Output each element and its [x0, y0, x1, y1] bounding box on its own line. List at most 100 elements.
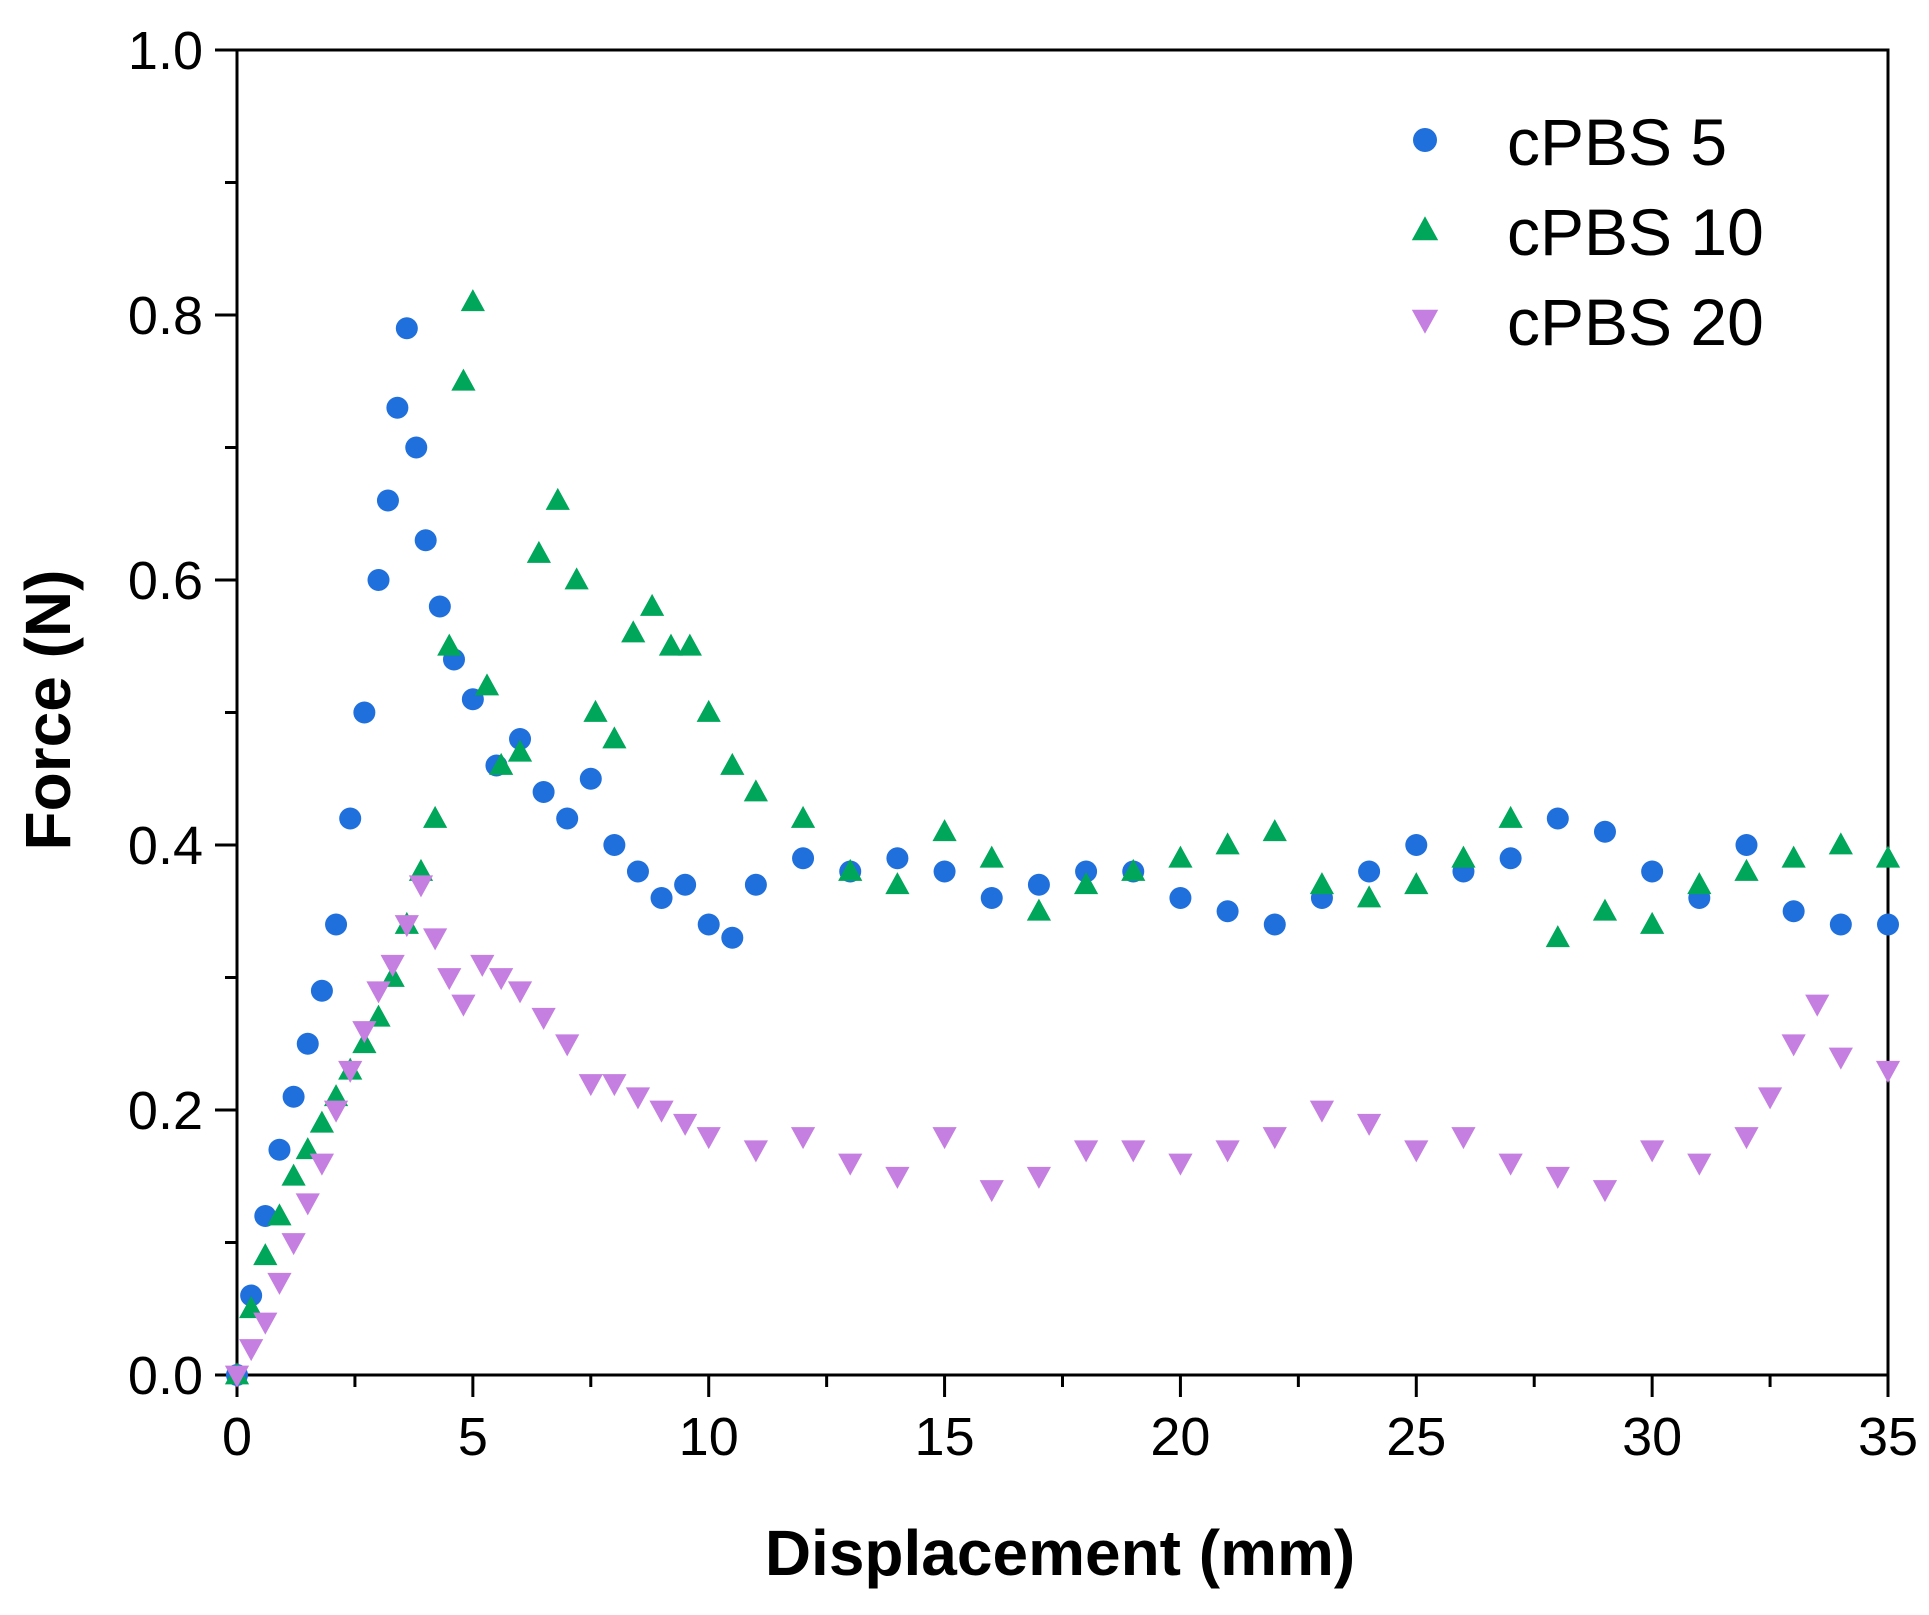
y-tick-label: 0.4: [128, 816, 203, 876]
data-point: [489, 968, 514, 991]
data-point: [1545, 1166, 1570, 1189]
data-point: [640, 593, 665, 616]
legend: cPBS 5 cPBS 10 cPBS 20: [1411, 105, 1764, 359]
legend-label: cPBS 10: [1507, 195, 1764, 269]
data-point: [932, 1127, 957, 1150]
data-point: [1828, 832, 1853, 855]
legend-label: cPBS 5: [1507, 105, 1727, 179]
data-point: [310, 979, 333, 1002]
data-point: [1027, 873, 1050, 896]
data-point: [1687, 872, 1712, 895]
data-point: [697, 913, 720, 936]
data-point: [792, 847, 815, 870]
data-point: [1168, 845, 1193, 868]
data-point: [423, 805, 448, 828]
legend-item: cPBS 10: [1411, 195, 1764, 269]
data-point: [224, 1365, 250, 1388]
data-point: [1592, 898, 1618, 921]
data-point: [1877, 913, 1899, 936]
data-point: [744, 873, 767, 896]
x-tick-label: 5: [458, 1407, 488, 1467]
data-point: [1734, 858, 1759, 881]
y-tick-label: 0.8: [128, 286, 203, 346]
data-point: [239, 1339, 264, 1362]
series-cpbs-20: [224, 875, 1901, 1388]
data-point: [507, 981, 533, 1004]
data-point: [579, 767, 602, 790]
data-point: [979, 1180, 1004, 1203]
data-point: [281, 1233, 306, 1256]
data-point: [408, 858, 434, 881]
data-point: [625, 1087, 651, 1110]
data-point: [696, 699, 721, 722]
data-point: [1121, 858, 1146, 881]
data-point: [1404, 1140, 1429, 1163]
y-tick-label: 1.0: [128, 21, 203, 81]
data-point: [658, 633, 684, 656]
data-point: [790, 1127, 816, 1150]
data-point: [602, 726, 627, 749]
data-point: [650, 887, 673, 909]
data-point: [743, 1140, 768, 1163]
data-point: [1546, 807, 1569, 830]
data-point: [673, 1113, 698, 1136]
data-point: [1757, 1087, 1783, 1110]
data-point: [282, 1085, 305, 1108]
data-point: [578, 1074, 603, 1097]
data-point: [721, 926, 744, 949]
data-point: [1262, 819, 1287, 842]
data-point: [885, 872, 910, 895]
data-point: [1073, 1140, 1099, 1163]
data-point: [1168, 1153, 1193, 1176]
data-point: [395, 317, 418, 340]
data-point: [1498, 1153, 1523, 1176]
x-axis-title: Displacement (mm): [765, 1517, 1355, 1589]
data-point: [253, 1312, 278, 1335]
data-point: [253, 1243, 278, 1266]
y-tick-label: 0.6: [128, 551, 203, 611]
data-point: [323, 1100, 349, 1123]
data-point: [414, 529, 437, 552]
x-axis: 0 5 10 15 20 25 30 35: [222, 1375, 1918, 1467]
data-point: [1545, 925, 1570, 948]
data-point: [1026, 898, 1052, 921]
data-point: [1262, 1127, 1287, 1150]
data-point: [1805, 994, 1830, 1017]
data-point: [309, 1110, 335, 1133]
x-tick-label: 25: [1386, 1407, 1446, 1467]
data-point: [1829, 913, 1852, 936]
data-point: [1875, 1060, 1901, 1083]
data-point: [1405, 834, 1428, 856]
data-point: [352, 1021, 377, 1044]
y-axis-title: Force (N): [12, 570, 84, 851]
data-point: [423, 928, 448, 951]
data-point: [980, 887, 1003, 909]
data-point: [1263, 913, 1286, 936]
data-point: [583, 699, 608, 722]
data-point: [720, 752, 745, 775]
series-cpbs-10: [224, 289, 1901, 1385]
y-tick-label: 0.0: [128, 1346, 203, 1406]
data-point: [240, 1284, 263, 1307]
data-point: [1875, 845, 1901, 868]
data-point: [408, 875, 434, 898]
data-point: [626, 860, 649, 883]
data-point: [838, 1153, 863, 1176]
legend-item: cPBS 5: [1413, 105, 1727, 179]
data-point: [474, 673, 500, 696]
data-point: [1499, 847, 1522, 870]
data-point: [1357, 1113, 1382, 1136]
data-point: [743, 779, 768, 802]
data-point: [1828, 1047, 1853, 1070]
data-point: [1358, 860, 1381, 883]
data-point: [451, 994, 476, 1017]
data-point: [531, 1007, 556, 1030]
data-point: [1075, 860, 1098, 883]
data-point: [1215, 1140, 1240, 1163]
data-point: [556, 807, 579, 830]
data-point: [838, 858, 863, 881]
data-point: [1640, 911, 1665, 934]
data-point: [405, 436, 428, 459]
data-point: [437, 633, 462, 656]
data-point: [268, 1138, 291, 1161]
